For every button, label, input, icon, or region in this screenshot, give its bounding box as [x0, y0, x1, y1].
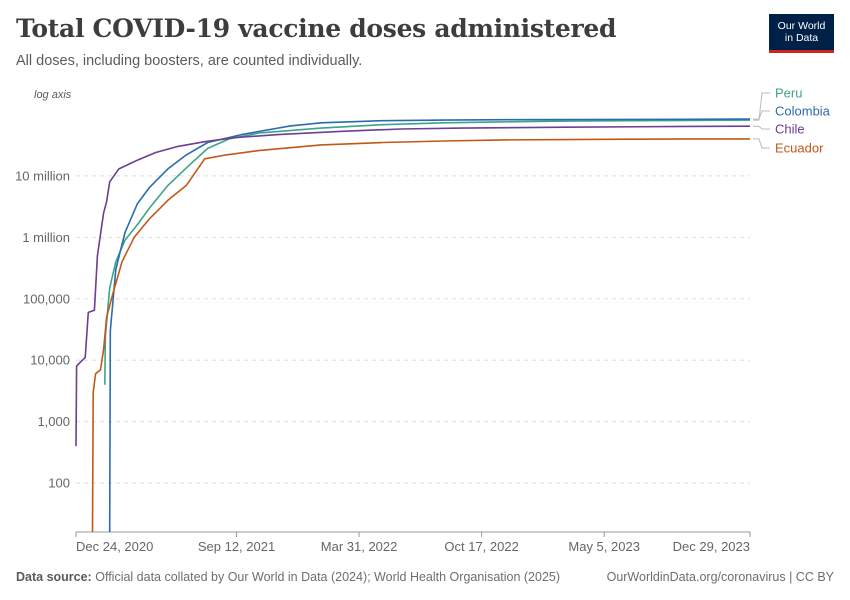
legend-connector-chile — [753, 125, 770, 130]
x-tick-label: Mar 31, 2022 — [321, 539, 398, 554]
legend-label-chile: Chile — [775, 122, 805, 137]
data-source-text: Official data collated by Our World in D… — [95, 570, 561, 584]
legend-label-colombia: Colombia — [775, 104, 831, 119]
series-line-colombia — [108, 118, 751, 533]
x-tick-label: Dec 29, 2023 — [673, 539, 750, 554]
footer: Data source: Official data collated by O… — [16, 570, 834, 584]
y-tick-label: 1 million — [22, 230, 70, 245]
owid-logo[interactable]: Our World in Data — [769, 14, 834, 53]
y-tick-label: 100 — [48, 476, 70, 491]
series-line-peru — [104, 119, 751, 385]
source-link[interactable]: OurWorldinData.org/coronavirus | CC BY — [606, 570, 834, 584]
chart-title: Total COVID-19 vaccine doses administere… — [16, 14, 617, 43]
series-line-chile — [75, 125, 751, 447]
chart-subtitle: All doses, including boosters, are count… — [16, 53, 363, 69]
legend-connector-colombia — [753, 110, 770, 120]
data-source-label: Data source: — [16, 570, 92, 584]
series-line-ecuador — [91, 138, 750, 533]
legend-connector-peru — [753, 92, 770, 121]
y-tick-label: 10 million — [15, 168, 70, 183]
logo-line-1: Our World — [777, 20, 826, 32]
legend-label-ecuador: Ecuador — [775, 141, 824, 156]
y-tick-label: 100,000 — [23, 291, 70, 306]
x-tick-label: Sep 12, 2021 — [198, 539, 275, 554]
legend-label-peru: Peru — [775, 86, 802, 101]
data-source: Data source: Official data collated by O… — [16, 570, 560, 584]
line-chart: log axis 100 1,000 10,000 100,000 1 million 10… — [15, 86, 831, 555]
x-tick-label: Oct 17, 2022 — [444, 539, 518, 554]
x-tick-label: May 5, 2023 — [568, 539, 640, 554]
y-tick-label: 1,000 — [37, 414, 70, 429]
axis-note: log axis — [34, 89, 72, 101]
legend-connector-ecuador — [753, 138, 770, 149]
x-tick-label: Dec 24, 2020 — [76, 539, 153, 554]
chart-area: log axis 100 1,000 10,000 100,000 1 million 10… — [0, 80, 850, 560]
logo-line-2: in Data — [784, 32, 819, 44]
y-tick-label: 10,000 — [30, 353, 70, 368]
